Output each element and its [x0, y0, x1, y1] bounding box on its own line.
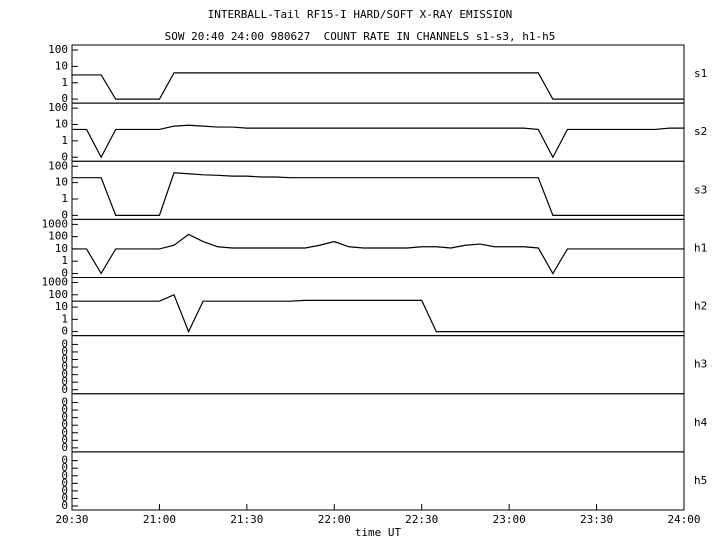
y-tick-label: 0 — [61, 469, 68, 482]
panel-label: s1 — [694, 67, 707, 80]
y-tick-label: 1 — [61, 134, 68, 147]
y-tick-label: 0 — [61, 325, 68, 338]
y-tick-label: 10 — [55, 118, 68, 131]
y-tick-label: 0 — [61, 461, 68, 474]
y-tick-label: 100 — [48, 101, 68, 114]
x-tick-label: 23:30 — [580, 513, 613, 526]
x-tick-label: 23:00 — [493, 513, 526, 526]
y-tick-label: 0 — [61, 418, 68, 431]
y-tick-label: 0 — [61, 92, 68, 105]
data-line — [72, 124, 684, 159]
y-tick-label: 0 — [61, 426, 68, 439]
x-tick-label: 22:00 — [318, 513, 351, 526]
panel-label: h2 — [694, 300, 707, 313]
y-tick-label: 1000 — [42, 217, 69, 230]
y-tick-label: 0 — [61, 454, 68, 467]
y-tick-label: 100 — [48, 230, 68, 243]
x-tick-label: 24:00 — [667, 513, 700, 526]
y-tick-label: 0 — [61, 484, 68, 497]
y-tick-label: 0 — [61, 499, 68, 512]
y-tick-label: 1 — [61, 254, 68, 267]
x-tick-label: 22:30 — [405, 513, 438, 526]
y-tick-label: 0 — [61, 403, 68, 416]
y-tick-label: 10 — [55, 59, 68, 72]
y-tick-label: 0 — [61, 353, 68, 366]
panel-label: s3 — [694, 183, 707, 196]
data-line — [72, 172, 684, 216]
y-tick-label: 0 — [61, 267, 68, 280]
y-tick-label: 1 — [61, 312, 68, 325]
panel-label: h4 — [694, 416, 708, 429]
y-tick-label: 100 — [48, 43, 68, 56]
y-tick-label: 1000 — [42, 276, 69, 289]
y-tick-label: 0 — [61, 150, 68, 163]
x-tick-label: 21:00 — [143, 513, 176, 526]
x-axis-label: time UT — [355, 526, 402, 539]
y-tick-label: 100 — [48, 288, 68, 301]
y-tick-label: 100 — [48, 159, 68, 172]
y-tick-label: 0 — [61, 491, 68, 504]
y-tick-label: 0 — [61, 441, 68, 454]
chart-title: INTERBALL-Tail RF15-I HARD/SOFT X-RAY EM… — [208, 8, 513, 21]
panel-label: s2 — [694, 125, 707, 138]
y-tick-label: 0 — [61, 383, 68, 396]
data-line — [72, 293, 684, 334]
y-tick-label: 1 — [61, 76, 68, 89]
panel-frame — [71, 451, 685, 511]
x-tick-label: 21:30 — [230, 513, 263, 526]
y-tick-label: 10 — [55, 242, 68, 255]
y-tick-label: 0 — [61, 208, 68, 221]
y-tick-label: 0 — [61, 368, 68, 381]
y-tick-label: 0 — [61, 375, 68, 388]
y-tick-label: 0 — [61, 476, 68, 489]
panel-label: h3 — [694, 358, 707, 371]
y-tick-label: 10 — [55, 300, 68, 313]
y-tick-label: 0 — [61, 360, 68, 373]
x-tick-label: 20:30 — [55, 513, 88, 526]
panel-label: h1 — [694, 241, 707, 254]
data-line — [72, 233, 684, 275]
y-tick-label: 0 — [61, 396, 68, 409]
data-line — [72, 72, 684, 100]
y-tick-label: 1 — [61, 192, 68, 205]
y-tick-label: 10 — [55, 176, 68, 189]
panel-label: h5 — [694, 474, 707, 487]
chart-subtitle: SOW 20:40 24:00 980627 COUNT RATE IN CHA… — [165, 30, 556, 43]
y-tick-label: 0 — [61, 345, 68, 358]
y-tick-label: 0 — [61, 433, 68, 446]
y-tick-label: 0 — [61, 337, 68, 350]
y-tick-label: 0 — [61, 411, 68, 424]
